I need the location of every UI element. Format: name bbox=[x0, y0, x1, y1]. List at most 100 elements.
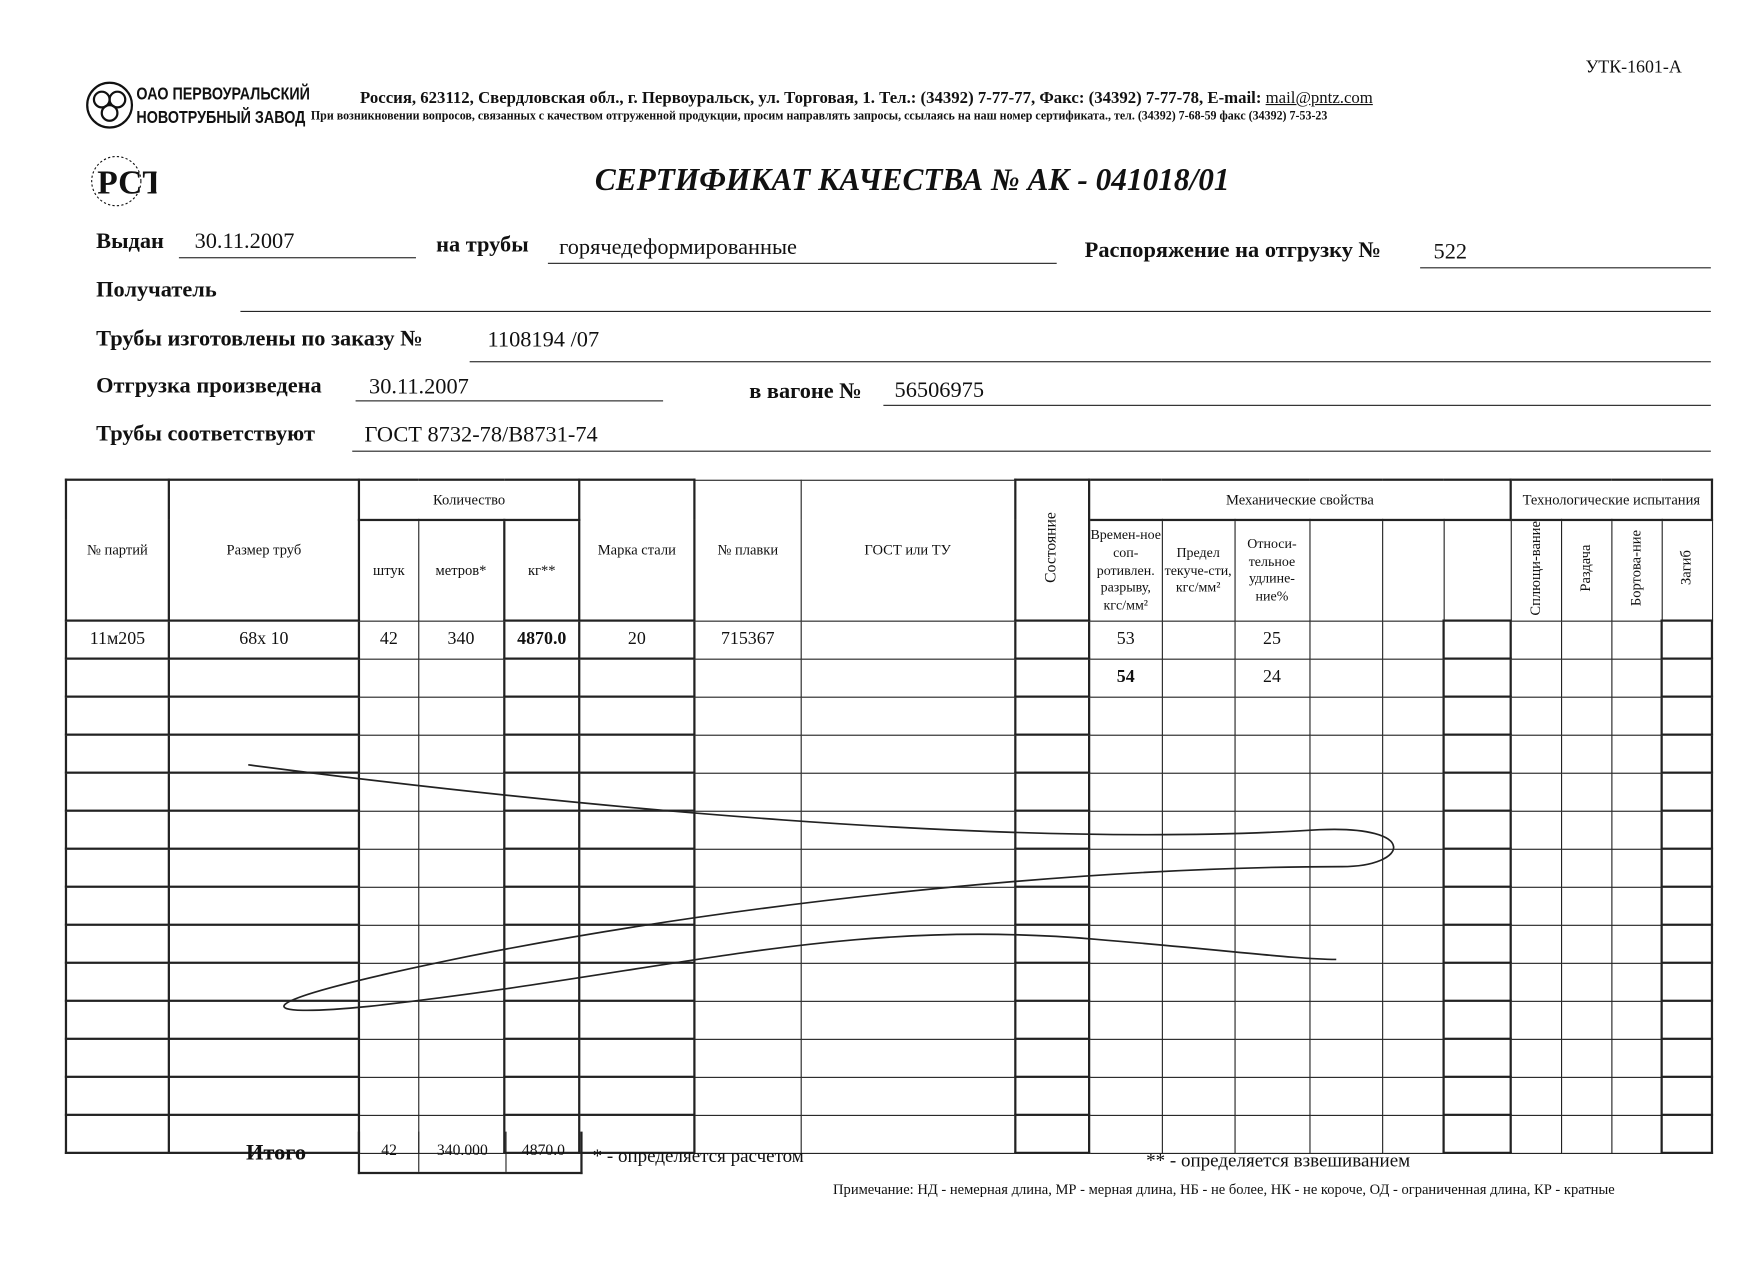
cell-batch bbox=[64, 885, 170, 927]
cell-size: 68x 10 bbox=[167, 619, 361, 661]
cell-steel bbox=[578, 1114, 696, 1155]
cell-m bbox=[417, 810, 505, 850]
cell-melt: 715367 bbox=[693, 620, 802, 660]
cell-empty bbox=[800, 658, 1016, 698]
total-pcs: 42 bbox=[360, 1131, 420, 1172]
table-row bbox=[64, 809, 1714, 851]
cell-empty bbox=[1610, 886, 1663, 926]
cell-empty bbox=[1560, 1000, 1612, 1040]
cell-kg bbox=[503, 847, 581, 889]
cell-melt bbox=[693, 1038, 802, 1078]
cell-empty bbox=[1308, 620, 1383, 660]
cell-elong: 25 bbox=[1233, 620, 1310, 660]
table-row bbox=[64, 923, 1714, 965]
cell-empty bbox=[1161, 962, 1236, 1002]
cell-elong bbox=[1233, 1038, 1310, 1078]
cell-empty bbox=[1161, 1000, 1236, 1040]
cell-empty bbox=[1610, 734, 1663, 774]
cell-empty bbox=[1660, 961, 1714, 1003]
cell-m bbox=[417, 962, 505, 1002]
cell-pcs bbox=[358, 658, 419, 698]
cell-empty bbox=[1510, 848, 1562, 888]
svg-text:РСТ: РСТ bbox=[97, 164, 156, 201]
form-code: УТК-1601-А bbox=[1585, 58, 1682, 78]
cell-size bbox=[167, 1000, 361, 1041]
cell-size bbox=[167, 1114, 361, 1155]
cell-m bbox=[417, 848, 505, 888]
cell-kg bbox=[503, 657, 581, 699]
cell-empty bbox=[1381, 924, 1445, 964]
order-label: Распоряжение на отгрузку № bbox=[1084, 238, 1381, 263]
order-value: 522 bbox=[1433, 239, 1468, 264]
cell-size bbox=[167, 771, 361, 813]
cell-empty bbox=[1610, 1000, 1663, 1040]
cell-empty bbox=[1610, 1114, 1663, 1154]
cell-empty bbox=[1014, 733, 1091, 775]
cell-m bbox=[417, 772, 505, 812]
cell-size bbox=[167, 923, 361, 965]
cell-m bbox=[417, 1076, 505, 1116]
cell-empty bbox=[1014, 619, 1091, 661]
cell-pcs bbox=[358, 886, 419, 926]
cell-empty bbox=[800, 810, 1016, 850]
cell-tensile bbox=[1088, 810, 1163, 850]
cell-elong bbox=[1233, 772, 1310, 812]
cell-empty bbox=[800, 620, 1016, 660]
cell-empty bbox=[1660, 771, 1714, 813]
cell-empty bbox=[1308, 848, 1383, 888]
totals-box: 42 340.000 4870.0 bbox=[357, 1131, 583, 1175]
cell-empty bbox=[1610, 620, 1663, 660]
cell-empty bbox=[1510, 810, 1562, 850]
cell-empty bbox=[1161, 886, 1236, 926]
cell-empty bbox=[1014, 657, 1091, 699]
cell-melt bbox=[693, 886, 802, 926]
cell-empty bbox=[800, 772, 1016, 812]
cell-empty bbox=[1381, 962, 1445, 1002]
cell-empty bbox=[800, 962, 1016, 1002]
company-name: ОАО ПЕРВОУРАЛЬСКИЙ НОВОТРУБНЫЙ ЗАВОД bbox=[136, 84, 310, 128]
table-row bbox=[64, 771, 1714, 813]
cell-empty bbox=[800, 886, 1016, 926]
cell-empty bbox=[1560, 658, 1612, 698]
shipped-value: 30.11.2007 bbox=[369, 374, 469, 400]
cell-m bbox=[417, 886, 505, 926]
cell-pcs bbox=[358, 924, 419, 964]
total-label: Итого bbox=[246, 1140, 307, 1166]
cell-empty bbox=[1560, 1076, 1612, 1116]
cell-elong bbox=[1233, 962, 1310, 1002]
cell-tensile bbox=[1088, 1114, 1163, 1154]
cell-empty bbox=[1161, 772, 1236, 812]
header-elongation: Относи-тельное удлине-ние% bbox=[1233, 519, 1310, 622]
cell-kg bbox=[503, 1076, 581, 1117]
company-notice: При возникновении вопросов, связанных с … bbox=[310, 109, 1328, 124]
cell-empty bbox=[1610, 658, 1663, 698]
cell-empty bbox=[1610, 810, 1663, 850]
conform-label: Трубы соответствуют bbox=[96, 421, 315, 447]
cell-empty bbox=[1014, 695, 1091, 737]
cell-tensile bbox=[1088, 772, 1163, 812]
wagon-value: 56506975 bbox=[894, 377, 985, 403]
cell-melt bbox=[693, 696, 802, 736]
cell-empty bbox=[1442, 695, 1512, 737]
cell-empty bbox=[1510, 1038, 1562, 1078]
cell-empty bbox=[1660, 847, 1714, 889]
cell-empty bbox=[1510, 696, 1562, 736]
cell-empty bbox=[1510, 886, 1562, 926]
table-row bbox=[64, 733, 1714, 775]
cell-empty bbox=[1510, 734, 1562, 774]
cell-steel bbox=[578, 1000, 696, 1041]
cell-pcs bbox=[358, 1000, 419, 1040]
cell-m: 340 bbox=[417, 620, 505, 660]
footnote-calculated: * - определяется расчетом bbox=[592, 1145, 804, 1167]
cell-empty bbox=[1442, 733, 1512, 775]
cell-steel bbox=[578, 847, 696, 889]
cell-tensile bbox=[1088, 886, 1163, 926]
cell-empty bbox=[1442, 1038, 1512, 1079]
cell-kg bbox=[503, 1038, 581, 1079]
cell-elong bbox=[1233, 696, 1310, 736]
cell-empty bbox=[1610, 924, 1663, 964]
cell-empty bbox=[1560, 962, 1612, 1002]
cell-empty bbox=[1308, 658, 1383, 698]
cell-empty bbox=[1660, 1000, 1714, 1041]
cell-m bbox=[417, 658, 505, 698]
